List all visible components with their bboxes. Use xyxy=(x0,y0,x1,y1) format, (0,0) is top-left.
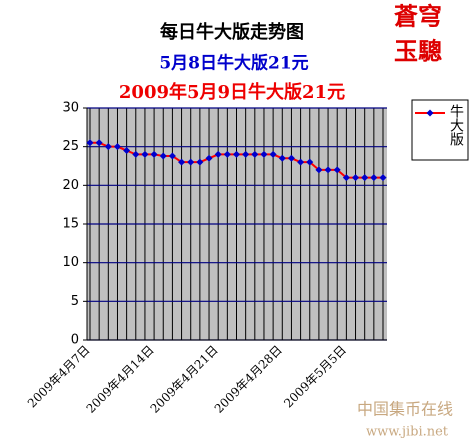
marker xyxy=(123,147,131,155)
subtitle: 2009年5月9日牛大版21元 xyxy=(119,81,345,103)
marker xyxy=(113,143,121,151)
x-tick-label: 2009年4月28日 xyxy=(212,343,285,416)
marker xyxy=(324,166,332,174)
x-tick-label: 2009年4月21日 xyxy=(148,343,221,416)
marker xyxy=(278,154,286,162)
marker xyxy=(132,150,140,158)
marker xyxy=(205,154,213,162)
legend xyxy=(411,99,469,161)
marker xyxy=(251,150,259,158)
marker xyxy=(86,139,94,147)
marker xyxy=(370,174,378,182)
y-tick-label: 0 xyxy=(71,333,79,348)
marker xyxy=(233,150,240,158)
marker xyxy=(223,150,231,158)
marker xyxy=(260,150,268,158)
logo: 玉驄 xyxy=(394,37,442,66)
marker xyxy=(361,174,369,182)
marker xyxy=(178,158,186,166)
chart-title: 每日牛大版走势图 xyxy=(160,21,304,43)
marker xyxy=(187,158,195,166)
marker xyxy=(306,158,314,166)
marker xyxy=(379,174,387,182)
marker xyxy=(333,166,341,174)
marker xyxy=(168,152,176,160)
y-tick-label: 5 xyxy=(71,294,79,309)
legend-marker xyxy=(426,109,434,117)
marker xyxy=(269,150,277,158)
marker xyxy=(104,143,112,151)
legend-label: 牛大版 xyxy=(448,104,464,147)
marker xyxy=(141,150,149,158)
marker xyxy=(352,174,360,182)
marker xyxy=(159,152,167,160)
x-tick-label: 2009年5月5日 xyxy=(281,343,349,411)
watermark-url: www.jibi.net xyxy=(366,425,449,440)
subtitle: 5月8日牛大版21元 xyxy=(159,53,308,74)
y-tick-label: 30 xyxy=(62,101,79,116)
marker xyxy=(196,158,204,166)
marker xyxy=(287,154,295,162)
watermark: 中国集币在线 xyxy=(357,400,453,419)
marker xyxy=(242,150,250,158)
y-tick-label: 15 xyxy=(62,217,79,232)
marker xyxy=(214,150,222,158)
y-tick-label: 25 xyxy=(62,139,79,154)
x-tick-label: 2009年4月7日 xyxy=(25,343,93,411)
marker xyxy=(315,166,323,174)
x-tick-label: 2009年4月14日 xyxy=(84,343,157,416)
y-tick-label: 10 xyxy=(62,255,79,270)
y-tick-label: 20 xyxy=(62,178,79,193)
marker xyxy=(297,158,305,166)
marker xyxy=(150,150,158,158)
logo: 蒼穹 xyxy=(394,2,442,31)
marker xyxy=(342,174,350,182)
marker xyxy=(95,139,103,147)
